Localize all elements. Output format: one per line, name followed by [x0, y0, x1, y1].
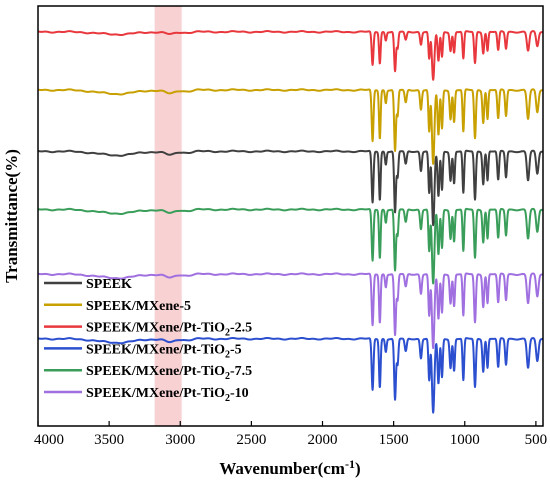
x-tick-label: 2000 — [308, 432, 338, 448]
x-tick-label: 500 — [525, 432, 548, 448]
x-tick-label: 3000 — [165, 432, 195, 448]
legend: SPEEK SPEEK/MXene-5 SPEEK/MXene/Pt-TiO2-2.… — [44, 277, 252, 404]
legend-label: SPEEK/MXene/Pt-TiO2-2.5 — [86, 321, 252, 339]
y-axis-title: Transmittance(%) — [2, 149, 21, 283]
legend-label: SPEEK/MXene/Pt-TiO2-5 — [86, 342, 242, 360]
series-layer — [37, 30, 544, 414]
series-line-5 — [37, 336, 544, 414]
series-line-1 — [37, 88, 544, 165]
x-axis-ticks: 4000 3500 3000 2500 2000 1500 1000 500 — [34, 421, 547, 448]
highlight-band — [154, 6, 182, 426]
x-tick-label: 1000 — [450, 432, 480, 448]
x-tick-label: 3500 — [94, 432, 124, 448]
x-axis-title: Wavenumber(cm-1) — [219, 457, 360, 478]
legend-label: SPEEK/MXene/Pt-TiO2-10 — [86, 386, 249, 404]
series-line-0 — [37, 30, 544, 81]
plot-frame — [37, 5, 544, 427]
x-tick-label: 4000 — [34, 432, 64, 448]
x-tick-label: 2500 — [236, 432, 266, 448]
legend-label: SPEEK/MXene-5 — [86, 299, 191, 314]
legend-label: SPEEK — [86, 277, 132, 292]
legend-label: SPEEK/MXene/Pt-TiO2-7.5 — [86, 364, 252, 382]
x-tick-label: 1500 — [379, 432, 409, 448]
series-line-3 — [37, 207, 544, 285]
series-line-2 — [37, 149, 544, 227]
series-line-4 — [37, 272, 544, 350]
